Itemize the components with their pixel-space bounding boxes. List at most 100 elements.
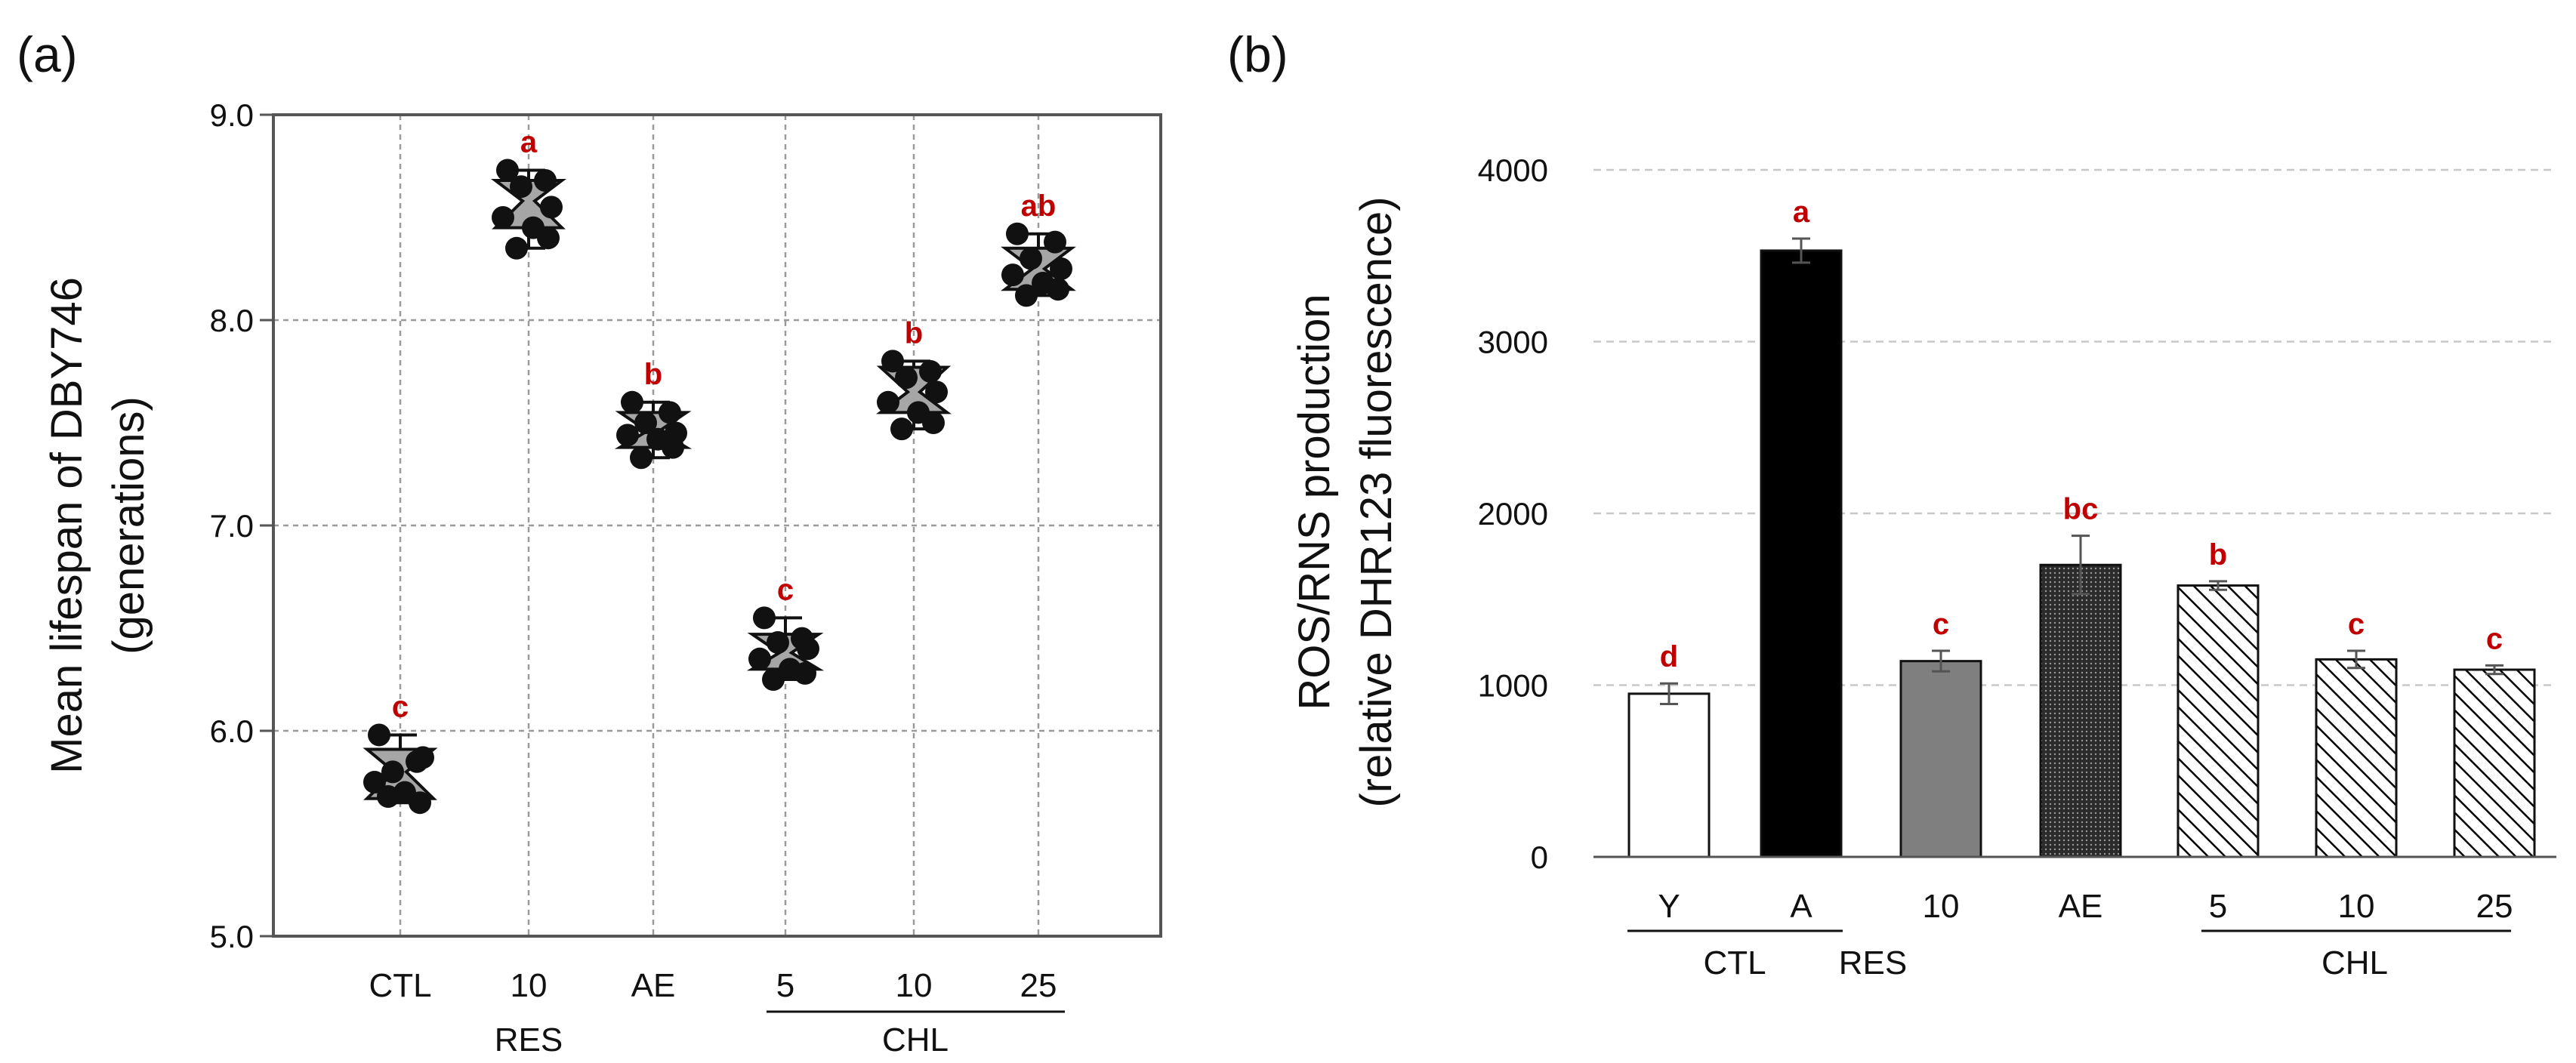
panel-a-data-point (922, 411, 945, 434)
panel-a-significance-label: c (392, 690, 409, 723)
panel-a-grid (273, 115, 1161, 936)
panel-a-data-point (1001, 263, 1024, 287)
panel-a-data-point (794, 661, 816, 685)
panel-a-data-point (381, 760, 404, 784)
panel-a-data-point (877, 390, 899, 414)
panel-a-chart: (a) 5.0 6.0 7.0 8.0 9.0 Mean lifespan of DBY… (17, 26, 1162, 1058)
panel-a-data-point (409, 791, 431, 815)
panel-b-significance-label: bc (2063, 493, 2099, 526)
panel-a-data-point (1020, 247, 1042, 270)
panel-a-y-tick-label: 5.0 (210, 919, 254, 954)
panel-b-bar (1760, 249, 1843, 858)
panel-a-data-point (762, 668, 785, 691)
panel-b-group-ctl: CTL (1703, 944, 1766, 981)
panel-b-bar (2176, 584, 2260, 858)
panel-b-significance-label: a (1793, 196, 1810, 229)
panel-a-y-tick-label: 7.0 (210, 508, 254, 544)
panel-a-x-tick-label: 25 (1020, 967, 1057, 1004)
panel-a-data-point (537, 226, 560, 250)
panel-a-x-tick-label: 10 (511, 967, 548, 1004)
panel-a-data-point (1047, 278, 1069, 301)
panel-b-bar (2453, 668, 2536, 858)
panel-a-data-point (621, 390, 643, 414)
panel-b-significance-label: c (1933, 608, 1949, 641)
panel-a-data-point (505, 236, 528, 260)
panel-b-x-tick-label: 10 (1923, 888, 1960, 925)
panel-a-y-tick-label: 6.0 (210, 713, 254, 749)
panel-a-data-point (634, 411, 657, 434)
panel-b-significance-label: c (2348, 608, 2365, 641)
panel-a-significance-label: a (520, 125, 538, 159)
panel-b-x-tick-label: 25 (2476, 888, 2513, 925)
panel-b-x-tick-label: 10 (2338, 888, 2375, 925)
panel-a-data-point (1050, 257, 1072, 280)
panel-a-data-point (496, 159, 519, 182)
panel-b-significance-label: d (1660, 640, 1678, 673)
panel-a-data-point (797, 637, 819, 661)
panel-b-x-tick-label: A (1790, 888, 1812, 925)
panel-b-bar (2039, 563, 2122, 858)
panel-b-y-axis: 0 1000 2000 3000 4000 (1478, 153, 1548, 875)
panel-a-x-axis: CTL 10 AE 5 10 25 (369, 967, 1057, 1004)
panel-a-data-point (630, 446, 652, 470)
panel-a-significance-label: b (644, 358, 662, 391)
panel-a-data-point (925, 381, 948, 404)
panel-b-significance-label: b (2209, 538, 2227, 572)
panel-b-bar (1899, 660, 1982, 858)
panel-a-data-point (492, 206, 514, 229)
panel-a-group-chl: CHL (882, 1021, 949, 1058)
panel-a-data-point (1006, 222, 1029, 245)
panel-b-x-axis: Y A 10 AE 5 10 25 (1658, 888, 2513, 925)
panel-b-y-label-line1: ROS/RNS production (1290, 294, 1339, 710)
panel-a-significance-label: b (905, 316, 923, 350)
panel-b-group-chl: CHL (2321, 944, 2388, 981)
panel-a-data-point (881, 350, 904, 373)
panel-a-label: (a) (17, 26, 78, 82)
panel-a-data-point (510, 175, 532, 199)
panel-b-bar (1627, 692, 1711, 858)
panel-b-y-tick-label: 2000 (1478, 496, 1548, 532)
panel-a-data-point (659, 401, 681, 424)
panel-b-label: (b) (1227, 26, 1288, 82)
panel-b-y-label-line2: (relative DHR123 fluorescence) (1352, 196, 1401, 807)
panel-a-data-point (748, 647, 771, 670)
panel-b-x-tick-label: AE (2059, 888, 2103, 925)
panel-b-group-res: RES (1839, 944, 1907, 981)
panel-a-significance-label: c (777, 573, 794, 606)
panel-a-data-point (895, 366, 918, 390)
panel-b-y-tick-label: 1000 (1478, 668, 1548, 704)
panel-a-data-point (534, 169, 557, 193)
panel-b-y-tick-label: 4000 (1478, 153, 1548, 188)
panel-a-data-point (1044, 230, 1066, 254)
panel-b-chart: (b) 0 1000 2000 3000 4000 ROS/RNS production… (1227, 26, 2556, 981)
panel-a-x-tick-label: CTL (369, 967, 431, 1004)
panel-a-data-point (363, 771, 386, 793)
panel-b-bar (2315, 658, 2398, 858)
panel-b-significance-label: c (2486, 622, 2503, 655)
panel-a-data-point (540, 196, 563, 219)
panel-b-y-tick-label: 3000 (1478, 325, 1548, 360)
panel-a-data-point (377, 785, 400, 809)
panel-a-group-res: RES (495, 1021, 563, 1058)
panel-a-data-point (1015, 284, 1038, 307)
panel-a-data-point (368, 723, 390, 747)
panel-a-y-label-line1: Mean lifespan of DBY746 (42, 277, 91, 774)
panel-a-y-tick-label: 8.0 (210, 303, 254, 338)
panel-a-data-point (767, 631, 789, 655)
panel-a-data-point (616, 424, 639, 447)
panel-a-data-point (753, 606, 776, 630)
panel-a-x-tick-label: 5 (776, 967, 794, 1004)
panel-a-y-label-line2: (generations) (104, 396, 153, 655)
panel-b-x-tick-label: 5 (2209, 888, 2227, 925)
panel-a-x-tick-label: 10 (896, 967, 933, 1004)
panel-a-data-point (919, 360, 942, 383)
panel-b-y-tick-label: 0 (1531, 840, 1548, 875)
panel-b-x-tick-label: Y (1658, 888, 1680, 925)
panel-a-significance-label: ab (1021, 189, 1057, 223)
panel-a-y-axis: 5.0 6.0 7.0 8.0 9.0 (210, 97, 273, 954)
panel-a-data-point (890, 417, 913, 441)
panel-a-data-point (412, 746, 434, 769)
